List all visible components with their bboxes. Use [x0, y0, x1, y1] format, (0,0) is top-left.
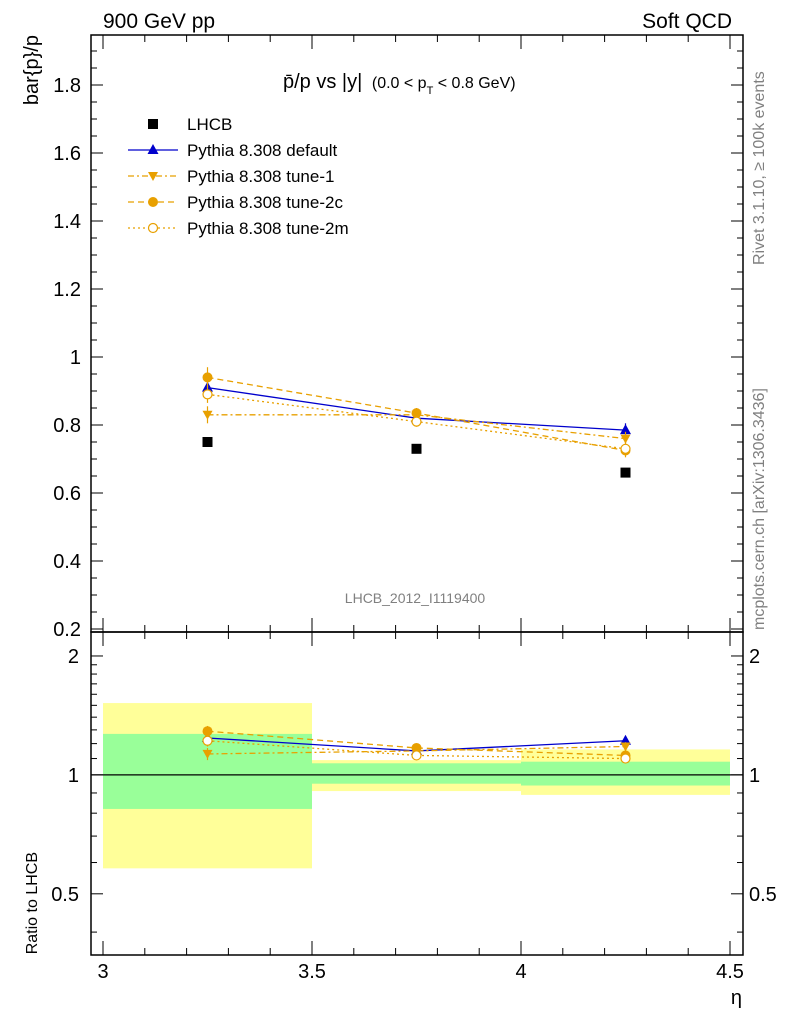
ratio-y-tick-label: 0.5 [51, 884, 79, 906]
legend-label-default: Pythia 8.308 default [187, 141, 338, 160]
main-y-tick-label: 1.8 [53, 75, 81, 97]
ratio-point-tune1 [620, 742, 631, 752]
legend-marker-tune2c [148, 197, 158, 207]
legend-label-tune1: Pythia 8.308 tune-1 [187, 167, 334, 186]
uncertainty-band-inner-2 [521, 761, 730, 786]
legend-marker-tune2m [147, 222, 159, 234]
main-point-data [411, 443, 422, 454]
main-y-tick-label: 0.2 [53, 619, 81, 641]
main-y-axis-label: bar{p}/p [21, 35, 43, 105]
ratio-frame [90, 631, 744, 956]
main-point-tune2c [411, 408, 422, 419]
main-y-tick-label: 0.4 [53, 551, 81, 573]
main-y-tick-label: 1.6 [53, 143, 81, 165]
legend-marker-data [148, 119, 158, 129]
legend-marker-tune1 [148, 172, 158, 181]
main-y-tick-label: 1.4 [53, 211, 81, 233]
ratio-point-tune2m [620, 753, 631, 764]
ratio-point-tune1 [202, 749, 213, 759]
ratio-point-tune2c [202, 726, 213, 737]
main-point-tune1 [202, 410, 213, 420]
main-point-tune2c [202, 372, 213, 383]
main-point-data [620, 467, 631, 478]
main-point-tune1 [620, 434, 631, 444]
main-point-data [202, 437, 213, 447]
rivet-label: Rivet 3.1.10, ≥ 100k events [751, 71, 768, 265]
main-y-tick-label: 1.2 [53, 279, 81, 301]
ratio-point-tune2m [202, 735, 213, 746]
plot-title-main: p̄/p vs |y| [283, 71, 362, 93]
plot-title-sub-subscript: T [427, 85, 434, 97]
legend-label-data: LHCB [187, 115, 232, 134]
ratio-y-tick-label-right: 1 [749, 765, 760, 787]
x-tick-label: 3.5 [298, 961, 326, 983]
plot-title: p̄/p vs |y| (0.0 < pT < 0.8 GeV) [283, 71, 516, 97]
header-left: 900 GeV pp [103, 10, 215, 33]
header-right: Soft QCD [642, 10, 732, 33]
analysis-watermark: LHCB_2012_I1119400 [345, 590, 486, 606]
x-tick-label: 4.5 [716, 961, 744, 983]
legend-label-tune2c: Pythia 8.308 tune-2c [187, 193, 343, 212]
legend-marker-default [147, 144, 159, 154]
main-point-tune2m [411, 416, 422, 427]
plot-title-sub-close: < 0.8 GeV) [433, 75, 515, 92]
main-y-tick-label: 1 [70, 347, 81, 369]
mcplots-label: mcplots.cern.ch [arXiv:1306.3436] [751, 388, 768, 630]
x-tick-label: 3 [97, 961, 108, 983]
ratio-y-axis-label: Ratio to LHCB [24, 852, 41, 954]
main-y-tick-label: 0.8 [53, 415, 81, 437]
main-y-tick-label: 0.6 [53, 483, 81, 505]
main-point-tune2m [620, 443, 631, 454]
x-tick-label: 4 [515, 961, 526, 983]
main-point-tune2m [202, 389, 213, 400]
uncertainty-band-inner-1 [312, 763, 521, 784]
ratio-y-tick-label: 2 [68, 646, 79, 668]
main-panel: 0.2 0.4 0.6 0.8 1 1.2 1.4 1.6 1.8 [53, 34, 744, 641]
ratio-point-tune2m [411, 750, 422, 761]
ratio-panel: 0.5 0.5 1 1 2 2 3 3.5 4 4.5 [51, 35, 777, 983]
ratio-y-tick-label: 1 [68, 765, 79, 787]
legend-label-tune2m: Pythia 8.308 tune-2m [187, 219, 349, 238]
plot-title-sub-open: (0.0 < p [372, 75, 427, 92]
ratio-point-tune2c [411, 742, 422, 753]
ratio-y-tick-label-right: 0.5 [749, 884, 777, 906]
legend: LHCB Pythia 8.308 default Pythia 8.308 tun… [128, 115, 349, 238]
main-point-default [620, 424, 631, 435]
ratio-y-tick-label-right: 2 [749, 646, 760, 668]
x-axis-label: η [731, 987, 742, 1009]
ratio-point-default [620, 734, 631, 745]
